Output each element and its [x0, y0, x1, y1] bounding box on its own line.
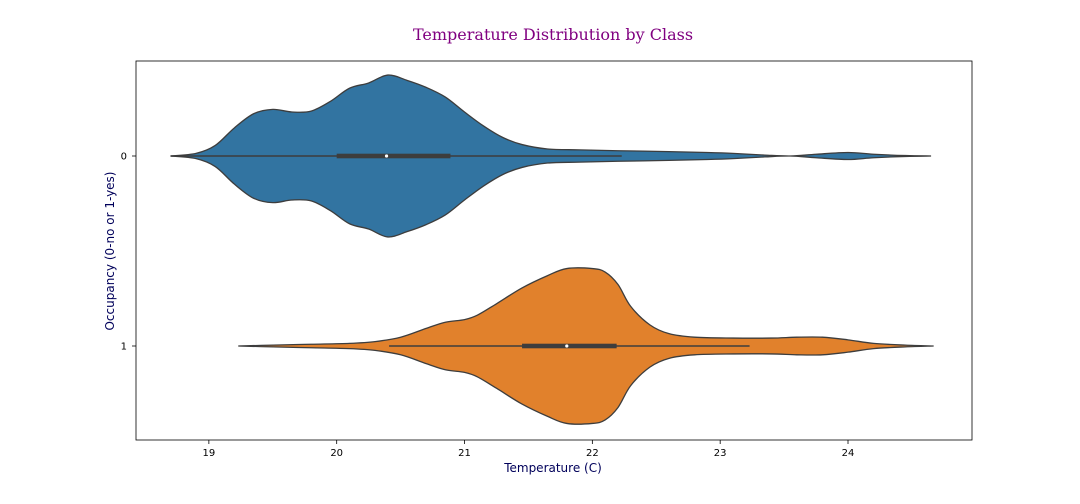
y-axis-ticks: 01 [121, 152, 136, 353]
violin-0 [170, 74, 932, 238]
y-axis-label: Occupancy (0-no or 1-yes) [103, 171, 117, 330]
x-tick-label: 22 [586, 448, 599, 459]
plot-area [170, 74, 934, 425]
median-marker-1 [565, 344, 569, 348]
iqr-box-0 [336, 153, 451, 159]
median-marker-0 [384, 154, 389, 158]
iqr-box-1 [522, 343, 617, 349]
x-axis-label: Temperature (C) [503, 461, 602, 475]
x-tick-label: 19 [202, 448, 215, 459]
plot-frame [135, 60, 973, 441]
x-tick-label: 23 [714, 448, 727, 459]
violin-1 [238, 267, 934, 425]
chart-title: Temperature Distribution by Class [413, 25, 693, 44]
x-tick-label: 21 [458, 448, 471, 459]
x-axis-ticks: 19 20 21 22 23 24 [202, 440, 854, 459]
x-tick-label: 24 [842, 448, 855, 459]
x-tick-label: 20 [330, 448, 343, 459]
y-tick-label: 1 [121, 342, 127, 353]
y-tick-label: 0 [121, 152, 127, 163]
